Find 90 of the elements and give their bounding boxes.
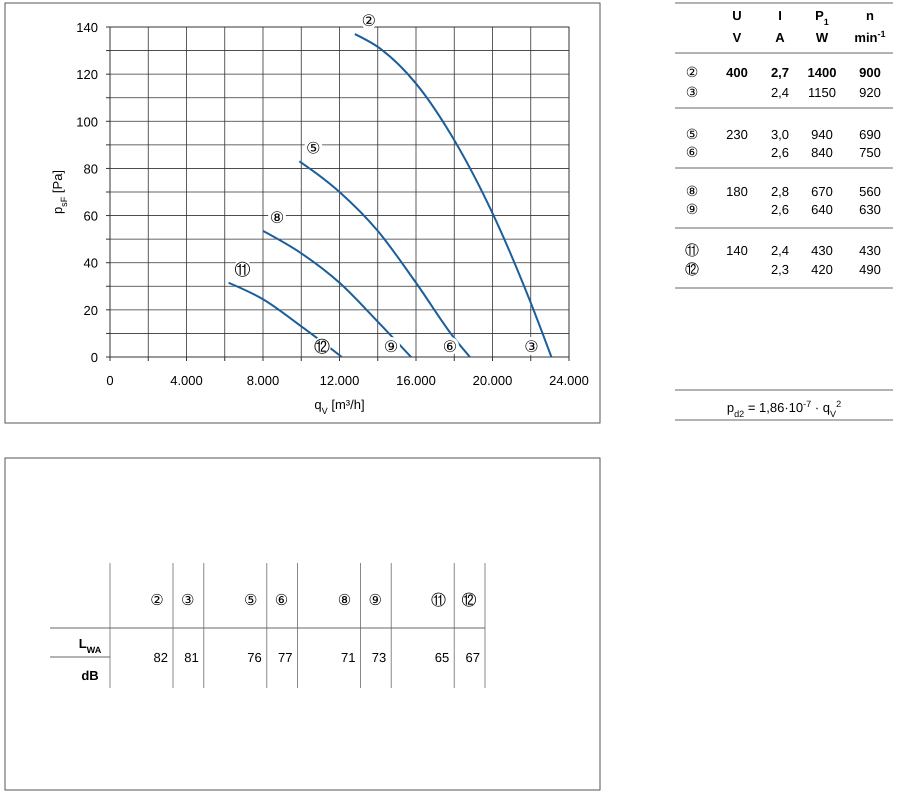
y-tick-label: 60	[84, 208, 98, 224]
category-label: ⑪	[685, 243, 699, 259]
category-label: dB	[81, 668, 99, 683]
text: 1400	[808, 65, 836, 80]
text: 840	[811, 145, 833, 160]
x-tick-label: 20.000	[472, 373, 512, 388]
text: 420	[811, 262, 833, 277]
text: 400	[726, 65, 748, 80]
x-tick-label: 16.000	[396, 373, 436, 388]
text: 560	[859, 184, 881, 199]
annotation: ⑥	[442, 337, 458, 356]
x-tick-label: 0	[106, 373, 114, 388]
text: 750	[859, 145, 881, 160]
annotation: ⑧	[270, 208, 284, 227]
text: 2,6	[770, 145, 790, 160]
category-label: P$_{1}$	[815, 8, 829, 27]
category-label: ⑨	[368, 591, 382, 609]
text: 71	[341, 650, 356, 665]
text: 900	[859, 65, 881, 80]
text: 76	[247, 650, 262, 665]
text: 2,4	[770, 243, 790, 258]
text: 430	[859, 243, 881, 258]
text: 2,8	[770, 184, 790, 199]
category-label: L$_{WA}$	[78, 636, 102, 655]
y-tick-label: 0	[90, 350, 98, 365]
category-label: ⑫	[685, 262, 699, 278]
category-label: ②	[150, 591, 164, 609]
category-label: ⑨	[686, 202, 698, 218]
text: V	[732, 30, 742, 45]
x-tick-label: 4.000	[170, 373, 203, 388]
text: 640	[811, 202, 833, 217]
text: 490	[859, 262, 881, 277]
x-tick-label: 24.000	[549, 373, 589, 388]
line-series	[354, 33, 552, 358]
text: 180	[726, 184, 748, 199]
category-label: ③	[686, 85, 698, 101]
category-label: ⑤	[244, 591, 258, 609]
category-label: ⑥	[274, 591, 288, 609]
y-tick-label: 20	[84, 302, 98, 318]
line-series	[298, 160, 471, 358]
text: 920	[859, 85, 881, 100]
text: min$^{-1}$	[854, 29, 886, 45]
x-tick-label: 12.000	[320, 373, 360, 388]
text: 3,0	[770, 127, 790, 142]
y-tick-label: 40	[84, 256, 98, 271]
annotation: ②	[362, 11, 376, 30]
text: 2,6	[770, 202, 790, 217]
annotation: ③	[524, 337, 539, 356]
text: 140	[726, 243, 748, 258]
text: 1150	[808, 85, 836, 100]
text: 940	[811, 127, 833, 142]
category-label: ⑫	[462, 591, 476, 609]
text: 670	[811, 184, 833, 199]
text: 430	[811, 243, 833, 258]
category-label: ⑪	[430, 591, 446, 609]
category-label: ⑧	[686, 184, 698, 200]
category-label: I	[778, 8, 782, 23]
text: 2,4	[770, 85, 790, 100]
text: 2,7	[770, 65, 790, 80]
text: 73	[372, 650, 386, 665]
line-series	[262, 230, 412, 358]
text: 690	[859, 127, 881, 142]
line-series	[228, 282, 343, 358]
text: 230	[726, 127, 748, 142]
x-tick-label: 8.000	[246, 373, 280, 388]
annotation: ⑫	[314, 337, 330, 356]
category-label: ⑥	[686, 145, 698, 161]
category-label: ⑧	[338, 591, 352, 609]
x-axis-title: q$_{V}$ [m³/h]	[314, 397, 365, 416]
text: A	[775, 30, 785, 45]
text: 630	[859, 202, 881, 217]
annotation: ⑤	[306, 138, 321, 158]
text: 65	[434, 650, 450, 665]
text: W	[816, 30, 828, 45]
y-tick-label: 120	[76, 67, 98, 82]
category-label: n	[866, 8, 874, 23]
annotation: ⑨	[384, 337, 398, 356]
text: 67	[466, 650, 480, 665]
category-label: ③	[181, 591, 194, 609]
category-label: U	[732, 8, 742, 23]
text: 2,3	[770, 262, 790, 277]
y-tick-label: 80	[84, 161, 98, 176]
y-tick-label: 140	[76, 20, 98, 35]
text: 77	[278, 650, 292, 665]
y-tick-label: 100	[76, 114, 98, 130]
text: 82	[154, 650, 168, 665]
text: 81	[184, 650, 199, 665]
category-label: ⑤	[686, 127, 698, 143]
category-label: ②	[686, 65, 698, 81]
annotation: ⑪	[234, 260, 251, 279]
